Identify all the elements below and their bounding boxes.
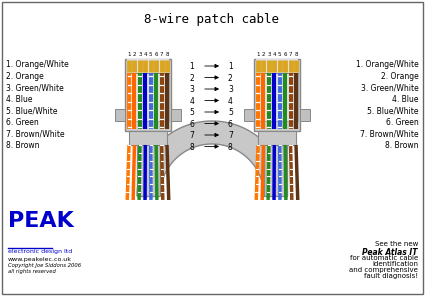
Bar — [171, 109, 181, 121]
Text: 1: 1 — [228, 62, 233, 71]
Text: 6: 6 — [283, 52, 287, 57]
Text: for automatic cable: for automatic cable — [350, 255, 418, 261]
Text: 4: 4 — [144, 52, 147, 57]
Text: 2. Orange: 2. Orange — [381, 72, 419, 81]
Text: 1. Orange/White: 1. Orange/White — [356, 60, 419, 69]
Text: fault diagnosis!: fault diagnosis! — [364, 273, 418, 279]
Text: 4: 4 — [228, 96, 233, 105]
Bar — [137, 134, 160, 196]
Text: 6: 6 — [228, 120, 233, 128]
Text: 5: 5 — [149, 52, 153, 57]
Text: 8: 8 — [294, 52, 298, 57]
Bar — [125, 59, 171, 131]
Text: 3: 3 — [267, 52, 271, 57]
Bar — [256, 73, 298, 121]
Text: www.peakelec.co.uk: www.peakelec.co.uk — [8, 257, 72, 262]
Text: 3: 3 — [228, 85, 233, 94]
Text: Peak Atlas IT: Peak Atlas IT — [363, 248, 418, 257]
Text: 3: 3 — [138, 52, 142, 57]
Bar — [256, 59, 298, 73]
Text: Copyright Joe Siddons 2006: Copyright Joe Siddons 2006 — [8, 263, 81, 268]
Text: 4: 4 — [272, 52, 276, 57]
Text: 5: 5 — [189, 108, 194, 117]
Text: electronic design ltd: electronic design ltd — [8, 249, 72, 254]
Text: 3: 3 — [189, 85, 194, 94]
Text: 6. Green: 6. Green — [6, 118, 39, 126]
Text: 7. Brown/White: 7. Brown/White — [6, 129, 65, 138]
Text: 7: 7 — [289, 52, 292, 57]
Text: 1. Orange/White: 1. Orange/White — [6, 60, 69, 69]
Text: 5: 5 — [278, 52, 281, 57]
Text: 8: 8 — [228, 142, 233, 152]
Text: 8. Brown: 8. Brown — [385, 141, 419, 149]
Text: 2. Orange: 2. Orange — [6, 72, 44, 81]
Bar — [115, 109, 125, 121]
Bar — [254, 59, 300, 131]
Text: 3. Green/White: 3. Green/White — [6, 83, 64, 92]
Text: 7. Brown/White: 7. Brown/White — [360, 129, 419, 138]
Text: 5. Blue/White: 5. Blue/White — [368, 106, 419, 115]
Text: 4. Blue: 4. Blue — [393, 94, 419, 104]
Bar — [300, 109, 310, 121]
Text: 7: 7 — [160, 52, 163, 57]
Text: 5: 5 — [228, 108, 233, 117]
Text: identification: identification — [372, 261, 418, 267]
Text: 1: 1 — [189, 62, 194, 71]
Bar — [244, 109, 254, 121]
Text: 2: 2 — [189, 73, 194, 83]
Text: 5. Blue/White: 5. Blue/White — [6, 106, 57, 115]
Text: 4: 4 — [189, 96, 194, 105]
Text: 1: 1 — [256, 52, 260, 57]
Text: 4. Blue: 4. Blue — [6, 94, 32, 104]
Bar — [258, 131, 296, 145]
Text: PEAK: PEAK — [8, 211, 74, 231]
Text: 8. Brown: 8. Brown — [6, 141, 40, 149]
Bar — [127, 73, 169, 121]
Text: 3. Green/White: 3. Green/White — [361, 83, 419, 92]
Text: 8: 8 — [165, 52, 169, 57]
Bar — [129, 131, 167, 145]
Bar — [127, 59, 169, 73]
Polygon shape — [137, 121, 287, 196]
Text: 7: 7 — [189, 131, 194, 140]
Text: 2: 2 — [228, 73, 233, 83]
Text: 2: 2 — [133, 52, 136, 57]
Text: 7: 7 — [228, 131, 233, 140]
Text: 1: 1 — [127, 52, 131, 57]
Text: 6: 6 — [189, 120, 194, 128]
Text: 2: 2 — [262, 52, 265, 57]
Text: See the new: See the new — [374, 241, 418, 247]
Text: 8: 8 — [189, 142, 194, 152]
Text: and comprehensive: and comprehensive — [349, 267, 418, 273]
Text: 6. Green: 6. Green — [386, 118, 419, 126]
Text: 8-wire patch cable: 8-wire patch cable — [144, 13, 280, 26]
Bar — [264, 134, 287, 196]
Text: 6: 6 — [154, 52, 158, 57]
Text: all rights reserved: all rights reserved — [8, 269, 56, 274]
